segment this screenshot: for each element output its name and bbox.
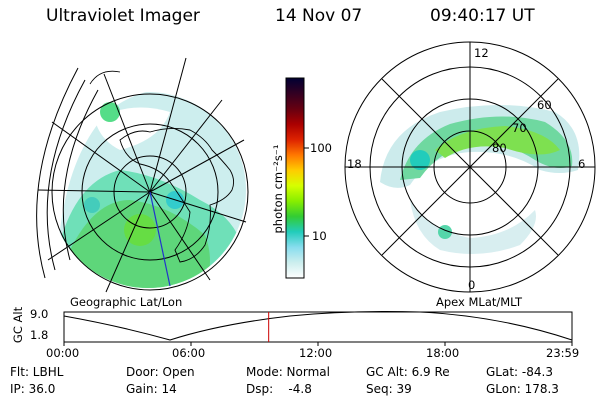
mag-map-label: Apex MLat/MLT — [436, 295, 523, 309]
colorbar — [285, 77, 309, 279]
timeline-xtick-3: 18:00 — [426, 346, 460, 360]
mlt-label-12: 12 — [474, 46, 489, 60]
instrument-title: Ultraviolet Imager — [46, 6, 200, 26]
gain-text: Gain: 14 — [126, 382, 177, 396]
colorbar-tick-10: 10 — [312, 229, 327, 243]
mlat-label-80: 80 — [492, 141, 507, 155]
glat-text: GLat: -84.3 — [486, 365, 553, 379]
colorbar-unit-label: photon cm⁻²s⁻¹ — [271, 144, 285, 234]
door-text: Door: Open — [126, 365, 195, 379]
timeline-ytick-high: 9.0 — [30, 307, 49, 321]
filter-text: Flt: LBHL — [10, 365, 64, 379]
timeline-ytick-low: 1.8 — [30, 328, 49, 342]
timeline-xtick-2: 12:00 — [299, 346, 333, 360]
mlt-label-6: 6 — [578, 157, 586, 171]
timeline-xtick-4: 23:59 — [546, 346, 580, 360]
timeline-ylabel: GC Alt — [11, 306, 25, 344]
ip-text: IP: 36.0 — [10, 382, 56, 396]
mode-text: Mode: Normal — [246, 365, 330, 379]
timeline-xtick-0: 00:00 — [46, 346, 80, 360]
mlt-label-0: 0 — [468, 278, 476, 292]
mag-aurora-image — [380, 105, 580, 254]
mlat-label-60: 60 — [537, 98, 552, 112]
colorbar-tick-100: 100 — [310, 141, 332, 155]
altitude-timeline — [63, 311, 573, 346]
time-text: 09:40:17 UT — [430, 6, 535, 26]
seq-text: Seq: 39 — [366, 382, 412, 396]
date-text: 14 Nov 07 — [275, 6, 363, 26]
gc-alt-text: GC Alt: 6.9 Re — [366, 365, 450, 379]
mlt-label-18: 18 — [347, 157, 362, 171]
dsp-text: Dsp: -4.8 — [246, 382, 312, 396]
glon-text: GLon: 178.3 — [486, 382, 559, 396]
geo-map-label: Geographic Lat/Lon — [70, 295, 183, 309]
geographic-map — [36, 57, 249, 293]
geo-aurora-image — [50, 92, 246, 288]
mlat-label-70: 70 — [512, 121, 527, 135]
magnetic-map — [344, 41, 596, 293]
timeline-xtick-1: 06:00 — [172, 346, 206, 360]
